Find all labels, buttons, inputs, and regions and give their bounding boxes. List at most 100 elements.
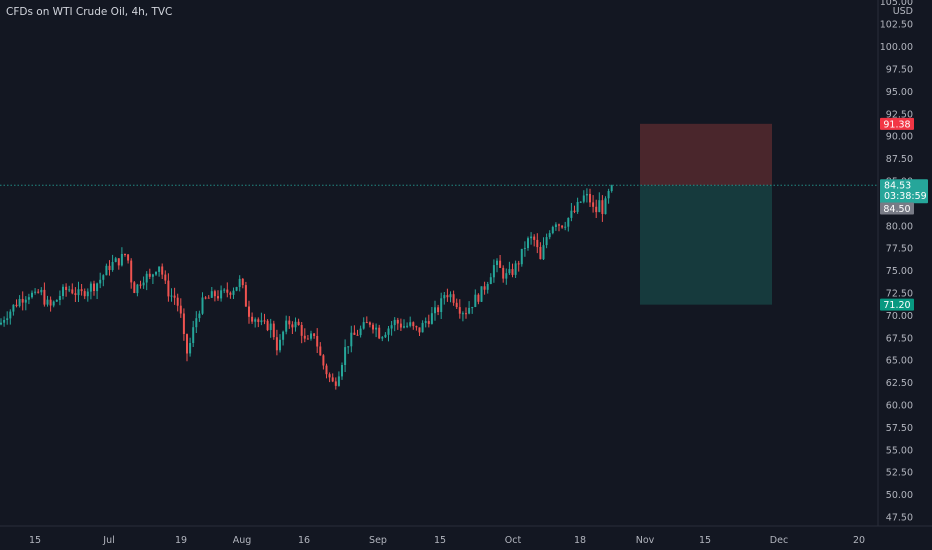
candle-body — [393, 319, 396, 326]
candle-body — [229, 292, 232, 295]
candle-body — [421, 322, 424, 333]
candle-body — [40, 289, 43, 293]
price-tick-label: 97.50 — [886, 65, 913, 76]
candle-body — [198, 313, 201, 319]
candle-body — [254, 319, 257, 322]
candle-body — [86, 291, 89, 297]
candle-body — [213, 291, 216, 297]
candle-body — [170, 295, 173, 297]
candle-body — [471, 307, 474, 309]
candle-body — [322, 355, 325, 366]
candle-body — [77, 289, 80, 296]
candle-body — [486, 284, 489, 290]
price-tick-label: 65.00 — [886, 356, 913, 367]
candle-body — [204, 297, 207, 299]
candle-body — [359, 328, 362, 336]
candle-body — [381, 337, 384, 339]
price-tick-label: 50.00 — [886, 490, 913, 501]
candle-body — [409, 322, 412, 326]
candle-body — [415, 326, 418, 328]
candle-body — [310, 333, 312, 339]
current-price-value: 84.53 — [884, 181, 911, 192]
price-tick-label: 47.50 — [886, 513, 913, 524]
candle-body — [294, 321, 297, 328]
candle-body — [607, 191, 610, 199]
time-tick-label: 19 — [175, 535, 187, 546]
candle-body — [223, 289, 226, 291]
candle-body — [440, 298, 443, 312]
candle-body — [403, 326, 405, 328]
time-tick-label: Sep — [369, 535, 387, 546]
candle-body — [220, 290, 223, 299]
candle-body — [527, 238, 529, 248]
candle-body — [241, 278, 244, 286]
candle-body — [601, 200, 604, 214]
candle-body — [117, 258, 120, 266]
candle-body — [186, 334, 188, 354]
candle-body — [446, 295, 449, 298]
candle-body — [71, 289, 74, 294]
candle-body — [210, 291, 213, 298]
candle-body — [0, 322, 2, 325]
candle-body — [514, 263, 517, 275]
candle-body — [350, 332, 353, 347]
candle-body — [313, 333, 316, 336]
take-profit-zone[interactable] — [640, 185, 772, 305]
candle-body — [164, 274, 167, 281]
candle-body — [548, 233, 551, 238]
stop-loss-zone[interactable] — [640, 123, 772, 186]
candle-body — [114, 258, 117, 262]
candle-body — [173, 295, 176, 298]
time-tick-label: Dec — [770, 535, 788, 546]
candle-body — [201, 297, 204, 314]
candle-body — [424, 321, 427, 323]
candle-body — [325, 365, 328, 375]
candle-body — [418, 327, 421, 333]
candle-body — [148, 273, 151, 277]
candle-body — [576, 202, 579, 212]
candle-body — [189, 343, 192, 354]
position-tool[interactable] — [640, 123, 772, 305]
time-tick-label: 18 — [574, 535, 586, 546]
candle-body — [455, 302, 458, 308]
candle-body — [452, 294, 455, 303]
candle-body — [505, 273, 508, 279]
candle-body — [127, 254, 130, 261]
price-tick-label: 57.50 — [886, 423, 913, 434]
time-tick-label: Nov — [636, 535, 655, 546]
candle-body — [554, 224, 557, 227]
stop-loss-label: 91.38 — [880, 117, 914, 130]
time-tick-label: Jul — [102, 535, 114, 546]
candle-body — [167, 280, 170, 297]
price-tick-label: 92.50 — [886, 109, 913, 120]
candle-body — [55, 300, 58, 302]
candle-body — [545, 237, 548, 246]
candle-body — [567, 218, 570, 227]
candle-body — [483, 286, 486, 290]
candle-body — [89, 283, 92, 292]
candle-body — [120, 254, 123, 266]
candle-body — [151, 274, 154, 277]
price-tick-label: 72.50 — [886, 289, 913, 300]
time-axis[interactable]: 15 Jul 19 Aug 16 Sep 15 Oct 18 Nov 15 Dec 20 — [0, 525, 932, 546]
candle-body — [130, 260, 133, 283]
candle-body — [179, 305, 182, 314]
candle-body — [260, 320, 263, 323]
candle-body — [105, 265, 108, 276]
candle-body — [217, 296, 219, 299]
candle-body — [195, 318, 198, 328]
price-axis-top-tick: 105.00 — [880, 0, 913, 8]
candle-body — [111, 262, 114, 270]
candle-body — [18, 299, 21, 307]
candle-body — [52, 301, 55, 306]
candle-body — [124, 254, 126, 255]
candle-body — [465, 313, 467, 315]
candle-body — [207, 297, 210, 299]
candle-body — [235, 287, 238, 291]
candle-body — [474, 294, 477, 307]
candle-body — [297, 321, 300, 325]
candle-body — [430, 313, 433, 324]
candle-body — [288, 320, 291, 325]
candle-body — [279, 339, 281, 351]
